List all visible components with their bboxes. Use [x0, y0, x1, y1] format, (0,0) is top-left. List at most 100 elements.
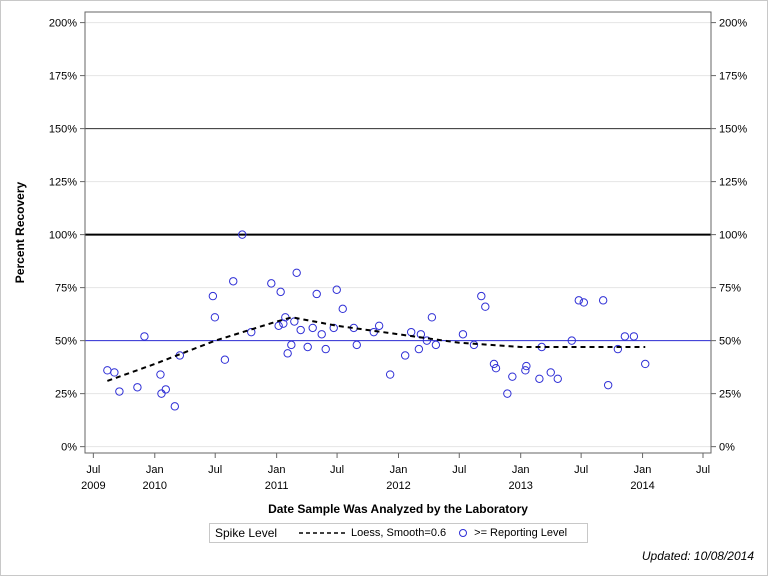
- x-tick-label-month: Jul: [696, 464, 710, 476]
- data-point: [629, 332, 639, 341]
- data-point: [535, 374, 544, 383]
- data-point: [303, 342, 312, 352]
- legend-loess-label: Loess, Smooth=0.6: [351, 527, 447, 539]
- data-point: [321, 344, 330, 354]
- data-point: [317, 330, 326, 339]
- data-point: [267, 279, 276, 288]
- x-tick-label-month: Jan: [512, 464, 530, 476]
- y-tick-label-right: 200%: [719, 18, 747, 30]
- data-point: [210, 313, 220, 322]
- data-point: [110, 368, 119, 377]
- data-point: [238, 230, 247, 239]
- y-tick-label: 200%: [49, 18, 77, 30]
- data-point: [641, 359, 650, 369]
- y-tick-label: 75%: [55, 283, 77, 295]
- data-point: [574, 296, 583, 305]
- data-point: [508, 372, 517, 381]
- x-tick-label-month: Jan: [268, 464, 286, 476]
- legend-loess-swatch: [299, 532, 346, 534]
- data-point: [620, 332, 630, 341]
- data-point: [276, 287, 285, 297]
- data-point: [157, 389, 166, 398]
- legend-points-label: >= Reporting Level: [474, 527, 568, 539]
- x-tick-label-year: 2013: [508, 480, 532, 492]
- x-tick-label-month: Jan: [634, 464, 652, 476]
- data-point: [598, 296, 608, 305]
- x-axis-title: Date Sample Was Analyzed by the Laborato…: [268, 502, 528, 516]
- y-axis-title: Percent Recovery: [13, 181, 27, 283]
- data-point: [521, 366, 530, 375]
- x-tick-label-month: Jul: [574, 464, 588, 476]
- data-point: [414, 344, 424, 354]
- plot-area: [84, 11, 712, 454]
- legend-title: Spike Level: [215, 526, 278, 540]
- data-point: [458, 330, 468, 339]
- y-tick-label: 150%: [49, 124, 77, 136]
- data-point: [503, 389, 512, 398]
- data-point: [287, 340, 296, 350]
- data-point: [338, 304, 347, 314]
- data-point: [274, 321, 283, 330]
- y-tick-label-right: 125%: [719, 177, 747, 189]
- data-point: [422, 336, 432, 345]
- x-tick-label-year: 2012: [386, 480, 410, 492]
- legend-point-swatch: [459, 529, 468, 537]
- data-point: [292, 268, 301, 277]
- data-point: [296, 325, 305, 335]
- x-tick-label-month: Jan: [390, 464, 408, 476]
- data-point: [279, 319, 288, 328]
- data-point: [133, 383, 142, 392]
- data-point: [352, 340, 361, 350]
- data-point: [290, 317, 299, 326]
- data-point: [374, 321, 384, 330]
- data-point: [546, 368, 555, 377]
- data-point: [156, 370, 165, 379]
- y-tick-label: 0%: [61, 442, 77, 454]
- data-point: [481, 302, 490, 311]
- data-point: [220, 355, 230, 364]
- y-tick-label-right: 0%: [719, 442, 735, 454]
- x-tick-label-year: 2010: [143, 480, 167, 492]
- data-point: [603, 380, 613, 390]
- y-tick-label-right: 150%: [719, 124, 747, 136]
- data-point: [140, 332, 149, 341]
- data-point: [427, 313, 437, 322]
- data-point: [170, 402, 180, 411]
- x-tick-label-month: Jan: [146, 464, 164, 476]
- data-point: [579, 298, 588, 307]
- data-point: [567, 336, 576, 345]
- y-tick-label-right: 175%: [719, 71, 747, 83]
- x-tick-label-month: Jul: [208, 464, 222, 476]
- data-point: [281, 313, 290, 322]
- data-point: [308, 323, 317, 333]
- y-tick-label-right: 75%: [719, 283, 741, 295]
- x-tick-label-month: Jul: [330, 464, 344, 476]
- data-point: [283, 349, 292, 358]
- data-point: [385, 370, 395, 379]
- data-point: [522, 361, 531, 371]
- loess-line: [107, 316, 646, 382]
- data-point: [489, 359, 499, 369]
- y-tick-label: 175%: [49, 71, 77, 83]
- data-point: [332, 285, 341, 294]
- y-tick-label: 25%: [55, 389, 77, 401]
- data-point: [469, 340, 479, 350]
- data-point: [103, 366, 112, 375]
- x-tick-label-year: 2014: [630, 480, 654, 492]
- data-point: [613, 344, 623, 354]
- data-point: [406, 327, 416, 337]
- data-point: [208, 291, 218, 301]
- x-tick-label-year: 2009: [81, 480, 105, 492]
- y-tick-label-right: 100%: [719, 230, 747, 242]
- updated-text: Updated: 10/08/2014: [641, 549, 754, 563]
- data-point: [400, 351, 410, 360]
- y-tick-label-right: 25%: [719, 389, 741, 401]
- data-point: [431, 340, 441, 350]
- data-point: [491, 363, 501, 373]
- legend: Spike Level Loess, Smooth=0.6 >= Reporti…: [209, 523, 588, 543]
- data-point: [229, 277, 238, 286]
- x-tick-label-year: 2011: [265, 480, 289, 492]
- data-point: [161, 385, 170, 394]
- y-tick-label: 50%: [55, 336, 77, 348]
